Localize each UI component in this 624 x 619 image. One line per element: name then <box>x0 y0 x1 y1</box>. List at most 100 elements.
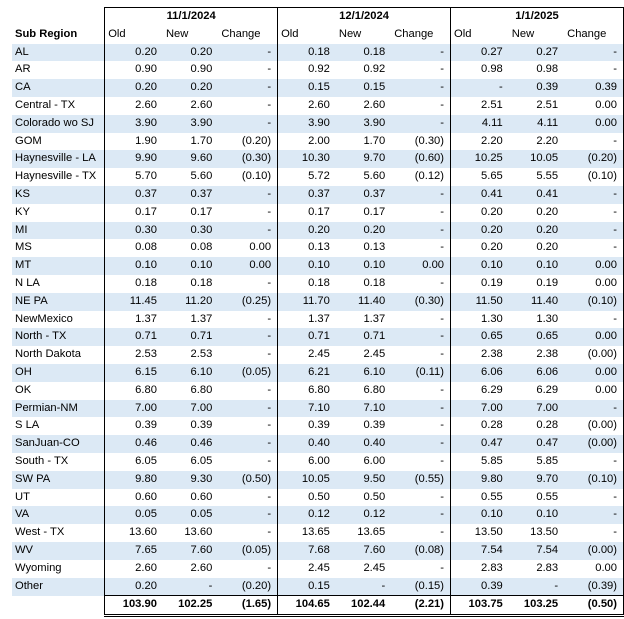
new-value: 0.41 <box>508 185 565 204</box>
change-value: - <box>564 221 624 240</box>
change-value: - <box>218 61 279 80</box>
new-value: 9.70 <box>335 150 392 169</box>
change-value: 0.39 <box>564 79 624 97</box>
change-value: (0.15) <box>391 577 452 596</box>
change-value: (0.30) <box>218 150 279 169</box>
sub-region-name: S LA <box>15 419 40 432</box>
new-value: 13.60 <box>184 526 213 539</box>
old-value: 6.21 <box>277 363 336 382</box>
change-value: 0.00 <box>564 274 624 293</box>
table-row: North Dakota 2.53 2.53-2.45 2.45-2.38 2.38 (0… <box>12 346 624 364</box>
old-value: 0.50 <box>277 488 336 507</box>
change-value: - <box>391 399 452 418</box>
sub-region-name: Haynesville - TX <box>15 170 97 183</box>
period-header: 1/1/2025 <box>450 6 624 26</box>
change-value: (0.00) <box>564 435 624 453</box>
change-value: (0.20) <box>218 577 279 596</box>
old-value: 3.90 <box>104 114 163 133</box>
old-value: 0.10 <box>450 257 509 275</box>
old-value: 2.00 <box>277 132 336 151</box>
change-value: - <box>391 274 452 293</box>
old-value: 0.30 <box>104 221 163 240</box>
new-value: 2.45 <box>363 348 386 361</box>
change-value: (0.60) <box>391 150 452 169</box>
change-value: 0.00 <box>391 257 452 275</box>
new-value: 5.60 <box>190 170 213 183</box>
change-value: - <box>391 506 452 525</box>
change-value: 0.00 <box>218 239 279 258</box>
change-value: - <box>391 61 452 80</box>
new-value: 0.10 <box>162 257 219 275</box>
change-value: - <box>218 381 279 400</box>
new-value: 9.70 <box>508 470 565 489</box>
new-value: 1.70 <box>363 134 386 147</box>
old-value: 0.18 <box>277 274 336 293</box>
new-value: 0.20 <box>536 205 559 218</box>
old-value: 0.20 <box>450 203 509 222</box>
sub-region-name: VA <box>12 506 105 525</box>
old-value: 10.05 <box>277 470 336 489</box>
old-value: 6.00 <box>277 452 336 471</box>
new-value: 7.00 <box>162 399 219 418</box>
new-value: 0.37 <box>162 185 219 204</box>
table-row: Haynesville - TX 5.70 5.60 (0.10) 5.72 5.60 (0… <box>12 168 624 186</box>
new-value: 0.40 <box>335 435 392 453</box>
old-value: 0.92 <box>277 61 336 80</box>
old-value: 13.50 <box>450 524 509 542</box>
new-value: 6.29 <box>536 383 559 396</box>
sub-region-name: KS <box>12 185 105 204</box>
sub-region-name: NE PA <box>12 292 105 311</box>
change-value: 0.00 <box>564 381 624 400</box>
old-value: 0.40 <box>277 435 336 453</box>
new-value: 0.20 <box>508 221 565 240</box>
old-value: 0.10 <box>450 506 509 525</box>
new-value: 5.60 <box>363 170 386 183</box>
change-value: (0.00) <box>564 541 624 560</box>
table-row: SW PA 9.80 9.30 (0.50) 10.05 9.50 (0.55) 9.80 9.… <box>12 470 624 489</box>
sub-region-name: UT <box>15 490 30 503</box>
new-value: 1.70 <box>190 134 213 147</box>
new-value: 0.17 <box>190 205 213 218</box>
old-value: - <box>450 79 509 97</box>
change-value: - <box>564 506 624 525</box>
change-value: - <box>218 114 279 133</box>
change-value: - <box>218 452 279 471</box>
change-value: (0.25) <box>218 292 279 311</box>
new-value: 2.83 <box>536 561 559 574</box>
old-value: 9.80 <box>450 470 509 489</box>
old-value: 0.27 <box>450 43 509 62</box>
change-value: 0.00 <box>218 257 279 275</box>
change-value: 0.00 <box>564 328 624 347</box>
old-value: 2.38 <box>450 346 509 364</box>
change-value: - <box>218 417 279 436</box>
new-value: 9.30 <box>162 470 219 489</box>
old-value: 5.65 <box>450 168 509 186</box>
table-row: WV 7.65 7.60 (0.05) 7.68 7.60 (0.08) 7.54 7.54 (0… <box>12 541 624 560</box>
new-value: 7.60 <box>335 541 392 560</box>
change-value: - <box>218 435 279 453</box>
new-value: 1.37 <box>190 312 213 325</box>
old-value: 0.17 <box>277 203 336 222</box>
new-value: 5.85 <box>536 454 559 467</box>
table-row: Haynesville - LA 9.90 9.60 (0.30) 10.30 9.70(… <box>12 150 624 169</box>
old-value: 2.20 <box>450 132 509 151</box>
new-value: - <box>162 577 219 596</box>
change-value: - <box>391 310 452 329</box>
new-value: 0.20 <box>335 221 392 240</box>
old-value: 0.55 <box>450 488 509 507</box>
table-row: North - TX 0.71 0.71-0.71 0.71-0.65 0.65 0.00 <box>12 328 624 347</box>
old-value: 0.19 <box>450 274 509 293</box>
change-value: - <box>391 79 452 97</box>
sub-region-name: North Dakota <box>15 348 81 361</box>
old-value: 0.05 <box>104 506 163 525</box>
new-value: 13.50 <box>530 526 559 539</box>
change-value: - <box>218 328 279 347</box>
change-value: 0.00 <box>564 363 624 382</box>
change-value: 0.00 <box>564 257 624 275</box>
change-value: - <box>391 43 452 62</box>
old-value: 5.72 <box>277 168 336 186</box>
change-value: - <box>218 43 279 62</box>
column-header-row: Sub Region Old New Change Old New Change Old New… <box>12 25 624 44</box>
sub-region-name: West - TX <box>15 526 65 539</box>
change-value: (0.10) <box>218 168 279 186</box>
